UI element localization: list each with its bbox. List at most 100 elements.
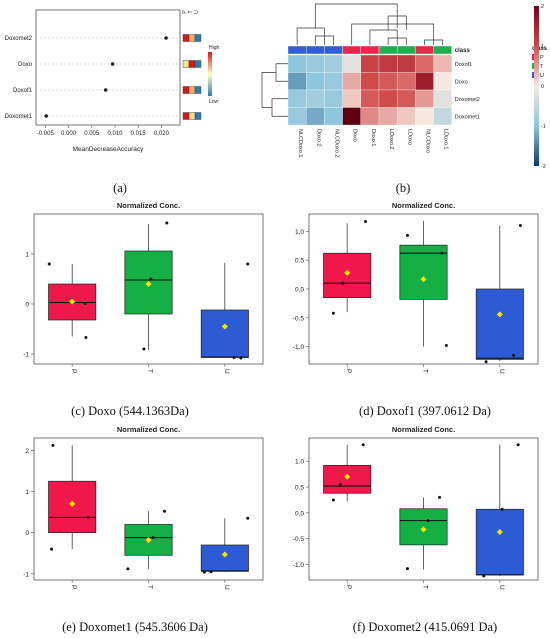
data-point	[440, 251, 444, 255]
panel-b: Doxof1 Doxo Doxomet2 Doxomet1 class NLCDoxo.1…	[250, 0, 550, 180]
heatmap-cell	[360, 107, 380, 126]
heatmap-cell	[433, 54, 452, 73]
mean-marker	[343, 473, 351, 480]
heat-cell	[188, 34, 196, 42]
box-body	[475, 508, 524, 576]
heatmap-cell	[287, 107, 307, 126]
heatmap-cell	[397, 72, 416, 91]
y-tick-label: 1.0	[295, 229, 304, 236]
colorbar	[208, 52, 212, 96]
data-point	[363, 220, 367, 223]
panel-f: Normalized Conc. -1.0 -0.5 0.0 0.5 1.0 P T U	[275, 420, 550, 612]
heatmap-cell	[324, 72, 343, 91]
data-point	[47, 262, 51, 266]
mean-marker	[420, 275, 427, 283]
legend-label: U	[540, 73, 544, 79]
y-tick-label: 0.0	[295, 287, 304, 294]
heatmap-cell	[306, 89, 325, 108]
y-tick-label: 2	[25, 448, 29, 455]
heat-cell	[182, 60, 190, 68]
row-dendrogram	[275, 63, 288, 82]
heatmap-cell	[415, 72, 434, 91]
box-body	[399, 244, 448, 300]
heatmap-cell	[360, 89, 380, 108]
data-point	[438, 495, 442, 499]
data-point	[126, 567, 130, 571]
row-label: Doxof1	[13, 88, 33, 94]
row-label: Doxof1	[455, 62, 472, 68]
class-bar-cell	[433, 45, 453, 55]
data-point	[482, 574, 486, 578]
mean-marker	[496, 311, 504, 318]
x-tick-label: P	[70, 369, 77, 373]
data-point	[405, 233, 409, 237]
row-label: Doxomet1	[5, 114, 33, 120]
mean-marker	[145, 536, 152, 544]
panel-a: Doxomet2 Doxo Doxof1 Doxomet1 -0.005 0.000 0.0…	[0, 0, 250, 180]
x-tick-label: 0.000	[61, 131, 77, 137]
data-point	[512, 353, 516, 357]
column-label: NLCDoxo	[425, 129, 431, 153]
column-label: NLCDoxo.1	[297, 129, 303, 157]
data-point	[165, 221, 169, 225]
column-label: Doxo.2	[315, 129, 321, 146]
x-tick-label: 0.005	[84, 131, 100, 137]
heatmap-cell	[324, 89, 343, 108]
data-point	[202, 570, 206, 574]
group-label: U	[194, 10, 200, 14]
legend-label: P	[540, 55, 544, 61]
heat-cell	[188, 86, 196, 94]
heatmap-cell	[378, 54, 398, 73]
caption-a: (a)	[113, 181, 127, 195]
heatmap-cell	[415, 107, 434, 126]
heatmap-cell	[433, 72, 452, 91]
group-label: P	[182, 10, 188, 14]
x-tick-label: T	[147, 369, 154, 373]
y-tick-label: -1.0	[293, 562, 305, 569]
heatmap-cell	[397, 107, 416, 126]
importance-point	[110, 62, 115, 66]
data-point	[246, 262, 250, 266]
box-body	[200, 309, 249, 358]
column-label: LDoxo	[406, 129, 412, 145]
group-label: T	[188, 10, 194, 13]
data-point	[83, 302, 87, 305]
heatmap-cell	[287, 54, 307, 73]
row-label: Doxomet1	[455, 114, 480, 120]
scale-tick-label: -2	[541, 164, 546, 170]
y-tick-label: 0	[25, 530, 29, 537]
mean-marker	[496, 528, 504, 536]
heatmap-cell	[378, 89, 398, 108]
box-body	[475, 288, 524, 360]
heatmap-cell	[306, 54, 325, 73]
chart-title: Normalized Conc.	[117, 425, 180, 434]
heatmap-cell	[287, 72, 307, 91]
data-point	[518, 224, 522, 228]
class-header: class	[455, 48, 471, 54]
data-point	[338, 482, 342, 486]
x-tick-label: P	[345, 585, 352, 589]
row-label: Doxo	[18, 62, 33, 68]
y-tick-label: 1.0	[295, 459, 304, 466]
class-bar-cell	[360, 45, 380, 55]
y-tick-label: 0.5	[295, 485, 304, 492]
row-label: Doxo	[455, 79, 468, 85]
row-dendrogram	[271, 98, 288, 117]
data-point	[405, 567, 409, 571]
data-point	[51, 443, 55, 447]
heat-cell	[182, 34, 190, 42]
mean-marker	[68, 500, 76, 508]
chart-title: Normalized Conc.	[392, 425, 455, 434]
heat-cell	[194, 34, 202, 42]
data-point	[163, 509, 167, 513]
data-point	[484, 360, 488, 364]
heatmap-cell	[397, 54, 416, 73]
legend-title: class	[532, 46, 548, 52]
data-point	[232, 356, 236, 359]
class-bar-cell	[378, 45, 398, 55]
data-point	[84, 336, 88, 339]
x-tick-label: T	[422, 585, 429, 589]
importance-point	[103, 88, 108, 92]
heat-cell	[194, 86, 202, 94]
y-tick-label: 0.5	[295, 258, 304, 265]
